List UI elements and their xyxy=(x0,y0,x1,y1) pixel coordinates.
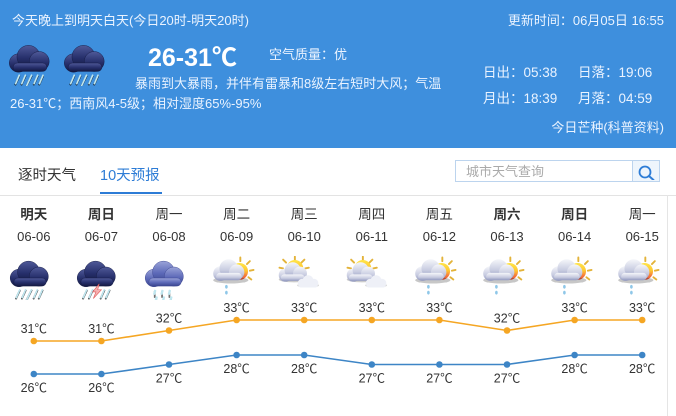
svg-text:28℃: 28℃ xyxy=(291,362,317,376)
svg-text:33℃: 33℃ xyxy=(291,301,317,315)
svg-text:28℃: 28℃ xyxy=(223,362,249,376)
svg-text:33℃: 33℃ xyxy=(561,301,587,315)
svg-text:31℃: 31℃ xyxy=(88,322,114,336)
svg-text:28℃: 28℃ xyxy=(629,362,655,376)
svg-text:32℃: 32℃ xyxy=(156,312,182,326)
svg-text:26℃: 26℃ xyxy=(21,381,47,395)
svg-text:27℃: 27℃ xyxy=(494,372,520,386)
svg-text:28℃: 28℃ xyxy=(561,362,587,376)
svg-text:27℃: 27℃ xyxy=(359,372,385,386)
svg-text:26℃: 26℃ xyxy=(88,381,114,395)
svg-text:33℃: 33℃ xyxy=(629,301,655,315)
svg-text:33℃: 33℃ xyxy=(359,301,385,315)
svg-text:33℃: 33℃ xyxy=(223,301,249,315)
svg-text:31℃: 31℃ xyxy=(21,322,47,336)
svg-text:33℃: 33℃ xyxy=(426,301,452,315)
svg-text:32℃: 32℃ xyxy=(494,312,520,326)
svg-text:27℃: 27℃ xyxy=(156,372,182,386)
svg-text:27℃: 27℃ xyxy=(426,372,452,386)
